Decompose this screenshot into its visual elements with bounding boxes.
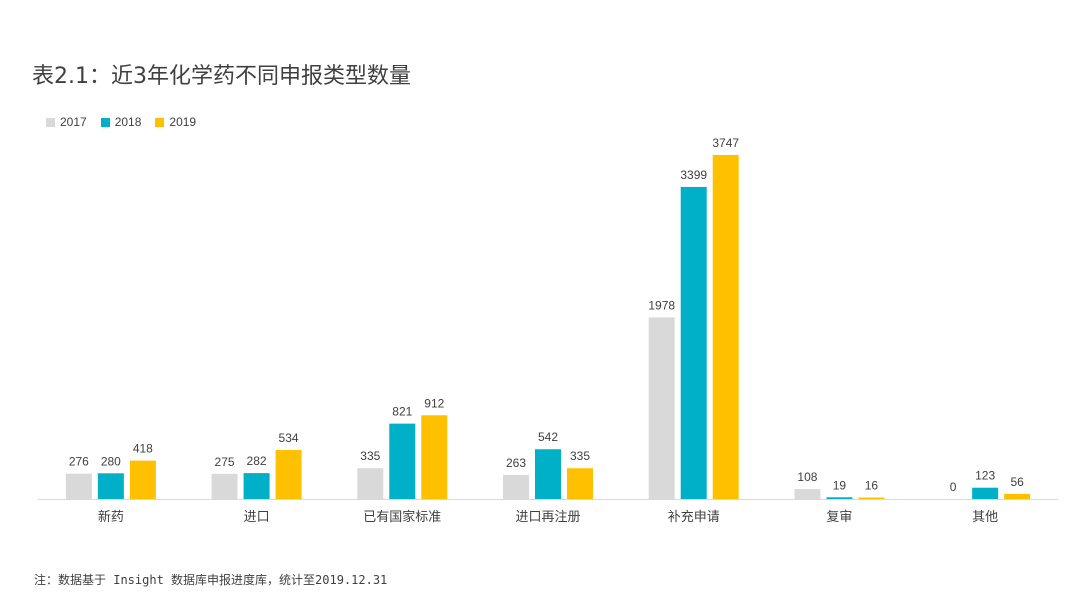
data-label-2018-1: 282 [247,454,267,468]
data-label-2019-1: 534 [279,431,299,445]
data-label-2018-4: 3399 [680,168,707,182]
data-label-2019-6: 56 [1010,475,1024,489]
bar-2018-1 [243,473,270,499]
bar-2019-0 [129,460,156,499]
bar-2019-4 [712,155,739,499]
bar-2017-1 [211,473,238,499]
data-label-2018-0: 280 [101,454,121,468]
data-label-2019-5: 16 [865,479,879,493]
legend-item-2019: 2019 [155,115,196,129]
chart-title: 表2.1：近3年化学药不同申报类型数量 [32,64,411,89]
legend-swatch-2017 [46,117,55,127]
data-label-2017-5: 108 [797,470,817,484]
bar-2018-6 [972,487,999,499]
bar-2018-3 [535,449,561,499]
bar-2019-1 [275,449,302,499]
data-label-2017-4: 1978 [648,298,675,312]
legend-label-2017: 2017 [60,115,87,129]
data-label-2018-3: 542 [538,430,558,444]
bar-2019-6 [1004,493,1031,499]
bar-2018-0 [97,473,124,499]
bar-2018-4 [680,186,707,499]
bar-2018-5 [826,497,853,499]
bar-2017-3 [503,474,529,499]
data-label-2017-6: 0 [950,480,957,494]
data-label-2017-2: 335 [360,449,380,463]
data-label-2017-0: 276 [69,455,89,469]
legend-swatch-2018 [100,117,110,127]
category-label-5: 复审 [826,510,852,525]
bar-2017-2 [357,468,384,499]
data-label-2017-1: 275 [215,455,235,469]
category-label-2: 已有国家标准 [363,509,441,525]
bar-2017-5 [794,489,821,499]
category-label-0: 新药 [98,509,124,525]
bar-2019-2 [421,415,448,499]
legend-label-2018: 2018 [114,115,142,129]
legend-swatch-2019 [155,117,165,127]
bar-2019-3 [567,468,593,499]
bar-2017-4 [648,317,675,499]
bar-2019-5 [858,497,885,499]
category-label-3: 进口再注册 [515,510,580,525]
data-label-2018-5: 19 [833,478,847,492]
legend-item-2018: 2018 [100,115,142,129]
data-label-2017-3: 263 [506,456,526,470]
category-label-1: 进口 [244,510,270,525]
data-label-2019-3: 335 [570,449,590,463]
source-note: 注：数据基于 Insight 数据库申报进度库，统计至2019.12.31 [34,573,388,587]
data-label-2018-2: 821 [392,405,412,419]
data-label-2018-6: 123 [975,469,995,483]
legend: 2017 2018 2019 [46,115,196,129]
legend-item-2017: 2017 [46,115,87,129]
bar-2018-2 [389,423,416,499]
data-label-2019-0: 418 [133,442,153,456]
category-label-4: 补充申请 [668,509,720,525]
legend-label-2019: 2019 [169,115,197,129]
category-label-6: 其他 [972,510,998,525]
data-label-2019-4: 3747 [712,136,739,150]
data-label-2019-2: 912 [424,396,444,410]
bar-2017-0 [65,473,92,499]
